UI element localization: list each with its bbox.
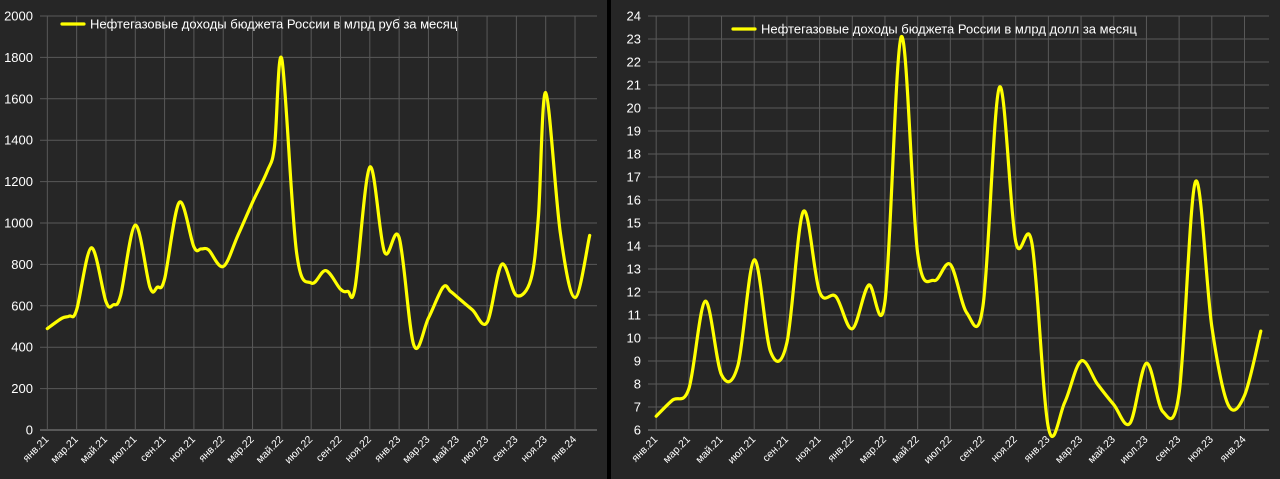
series-line: [654, 35, 1263, 439]
x-tick-label: мар.21: [661, 433, 693, 465]
x-tick-label: мар.22: [224, 433, 256, 465]
y-tick-label: 21: [627, 78, 641, 93]
x-tick-label: янв.21: [629, 433, 660, 464]
x-tick-label: май.22: [254, 433, 286, 465]
y-tick-label: 200: [11, 381, 33, 396]
x-tick-label: янв.22: [196, 433, 227, 464]
x-tick-label: июл.23: [1118, 433, 1151, 466]
y-tick-label: 600: [11, 298, 33, 313]
x-tick-label: мар.21: [49, 433, 81, 465]
x-tick-label: май.21: [693, 433, 725, 465]
y-tick-label: 800: [11, 257, 33, 272]
x-tick-label: май.22: [890, 433, 922, 465]
x-tick-label: май.23: [1086, 433, 1118, 465]
x-tick-label: янв.23: [1022, 433, 1053, 464]
x-tick-label: ноя.21: [793, 433, 824, 464]
y-tick-label: 1600: [4, 91, 33, 106]
x-tick-label: июл.22: [283, 433, 316, 466]
y-tick-label: 15: [627, 216, 641, 231]
chart-panel-rub: 0 200 400 600 800 1000 1200 1400 1600 1800 2000 янв…: [0, 0, 607, 479]
y-tick-label: 12: [627, 285, 641, 300]
y-tick-label: 13: [627, 262, 641, 277]
x-tick-label: мар.23: [400, 433, 432, 465]
x-tick-label: сен.22: [314, 434, 345, 465]
y-tick-label: 1400: [4, 133, 33, 148]
y-tick-label: 16: [627, 193, 641, 208]
y-tick-label: 1200: [4, 174, 33, 189]
x-tick-label: янв.23: [372, 433, 403, 464]
x-tick-label: мар.23: [1053, 433, 1085, 465]
chart-usd: 6 7 8 9 10 11 12 13 14 15 16 17 18 19 20 21 22 23 24 янв.21…: [627, 9, 1269, 466]
x-tick-label: ноя.22: [343, 433, 374, 464]
series-line: [45, 55, 592, 350]
x-tick-label: сен.23: [1152, 434, 1183, 465]
chart-panel-usd: 6 7 8 9 10 11 12 13 14 15 16 17 18 19 20 21 22 23 24 янв.21…: [611, 0, 1280, 479]
x-tick-label: янв.22: [825, 433, 856, 464]
chart-rub: 0 200 400 600 800 1000 1200 1400 1600 1800 2000 янв…: [4, 9, 597, 466]
x-tick-label: сен.22: [956, 434, 987, 465]
y-tick-label: 24: [627, 9, 641, 24]
y-tick-label: 0: [26, 423, 33, 438]
x-tick-label: сен.21: [760, 434, 791, 465]
y-tick-label: 10: [627, 331, 641, 346]
x-tick-label: ноя.21: [167, 433, 198, 464]
y-tick-label: 14: [627, 239, 641, 254]
y-tick-label: 9: [634, 354, 641, 369]
x-tick-label: июл.21: [726, 433, 759, 466]
y-tick-label: 23: [627, 32, 641, 47]
y-tick-label: 11: [628, 308, 642, 323]
x-tick-label: сен.21: [138, 434, 169, 465]
x-tick-label: ноя.23: [519, 433, 550, 464]
y-tick-label: 6: [634, 423, 641, 438]
x-tick-label: май.23: [430, 433, 462, 465]
x-tick-label: ноя.23: [1185, 433, 1216, 464]
x-tick-label: янв.24: [548, 433, 579, 464]
y-tick-label: 20: [627, 101, 641, 116]
x-tick-label: июл.21: [107, 433, 140, 466]
y-tick-label: 1000: [4, 216, 33, 231]
y-tick-label: 17: [627, 170, 641, 185]
x-tick-label: янв.24: [1218, 433, 1249, 464]
y-tick-label: 19: [627, 124, 641, 139]
x-tick-label: май.21: [78, 433, 110, 465]
legend-label: Нефтегазовые доходы бюджета России в млр…: [90, 17, 458, 32]
y-tick-label: 7: [634, 400, 641, 415]
y-tick-label: 1800: [4, 50, 33, 65]
x-tick-label: июл.23: [458, 433, 491, 466]
x-tick-label: ноя.22: [989, 433, 1020, 464]
x-tick-label: мар.22: [857, 433, 889, 465]
legend-label: Нефтегазовые доходы бюджета России в млр…: [761, 22, 1137, 37]
y-tick-label: 2000: [4, 9, 33, 24]
x-tick-label: сен.23: [490, 434, 521, 465]
x-tick-label: янв.21: [21, 433, 52, 464]
y-tick-label: 400: [11, 340, 33, 355]
x-tick-label: июл.22: [922, 433, 955, 466]
y-tick-label: 22: [627, 55, 641, 70]
y-tick-label: 8: [634, 377, 641, 392]
y-tick-label: 18: [627, 147, 641, 162]
